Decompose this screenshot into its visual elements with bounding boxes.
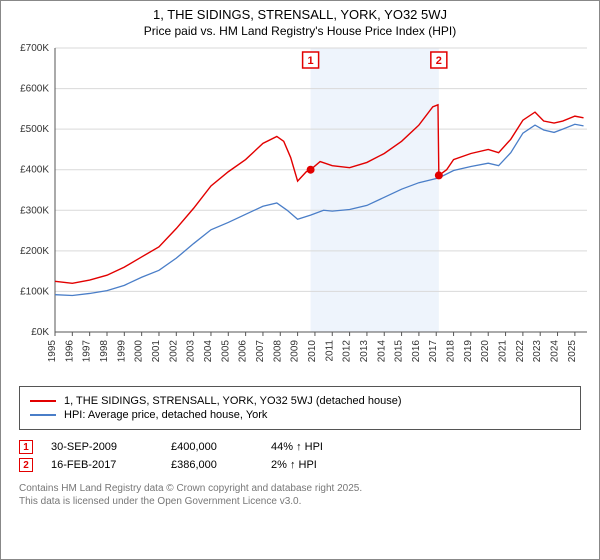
legend-swatch-1	[30, 400, 56, 402]
svg-text:2023: 2023	[532, 340, 543, 363]
transaction-marker: 1	[19, 440, 33, 454]
transaction-date: 30-SEP-2009	[51, 441, 171, 453]
svg-text:2025: 2025	[567, 340, 578, 363]
transaction-price: £386,000	[171, 459, 271, 471]
svg-text:2021: 2021	[498, 340, 509, 363]
svg-text:£0K: £0K	[31, 327, 49, 338]
svg-text:£700K: £700K	[20, 43, 49, 54]
svg-text:2008: 2008	[272, 340, 283, 363]
svg-text:£200K: £200K	[20, 246, 49, 257]
svg-text:2007: 2007	[255, 340, 266, 363]
transaction-row: 1 30-SEP-2009£400,00044% ↑ HPI	[19, 440, 581, 454]
legend-row-2: HPI: Average price, detached house, York	[30, 409, 570, 421]
transaction-table: 1 30-SEP-2009£400,00044% ↑ HPI 2 16-FEB-201…	[19, 436, 581, 476]
footer-line1: Contains HM Land Registry data © Crown c…	[19, 482, 581, 495]
line-chart: £0K £100K £200K £300K £400K £500K £600K £700K 19…	[1, 42, 600, 382]
footer-line2: This data is licensed under the Open Gov…	[19, 495, 581, 508]
svg-text:2013: 2013	[359, 340, 370, 363]
legend-label-2: HPI: Average price, detached house, York	[64, 409, 267, 421]
svg-text:2014: 2014	[376, 340, 387, 363]
svg-text:1: 1	[308, 55, 314, 67]
transaction-date: 16-FEB-2017	[51, 459, 171, 471]
svg-text:2006: 2006	[238, 340, 249, 363]
transaction-row: 2 16-FEB-2017£386,0002% ↑ HPI	[19, 458, 581, 472]
svg-text:2016: 2016	[411, 340, 422, 363]
svg-text:1996: 1996	[64, 340, 75, 363]
transaction-marker: 2	[19, 458, 33, 472]
svg-text:2: 2	[436, 55, 442, 67]
svg-text:1995: 1995	[47, 340, 58, 363]
svg-text:£400K: £400K	[20, 165, 49, 176]
svg-text:2005: 2005	[220, 340, 231, 363]
svg-text:2012: 2012	[342, 340, 353, 363]
chart-area: £0K £100K £200K £300K £400K £500K £600K £700K 19…	[1, 42, 599, 382]
svg-text:2019: 2019	[463, 340, 474, 363]
legend-label-1: 1, THE SIDINGS, STRENSALL, YORK, YO32 5W…	[64, 395, 401, 407]
transaction-pct: 44% ↑ HPI	[271, 441, 361, 453]
svg-text:2022: 2022	[515, 340, 526, 363]
svg-text:£100K: £100K	[20, 286, 49, 297]
svg-text:1997: 1997	[82, 340, 93, 363]
svg-text:2003: 2003	[186, 340, 197, 363]
svg-text:2009: 2009	[290, 340, 301, 363]
svg-text:1999: 1999	[116, 340, 127, 363]
svg-text:2015: 2015	[394, 340, 405, 363]
svg-text:2004: 2004	[203, 340, 214, 363]
svg-text:2002: 2002	[168, 340, 179, 363]
chart-container: 1, THE SIDINGS, STRENSALL, YORK, YO32 5W…	[0, 0, 600, 560]
svg-text:2001: 2001	[151, 340, 162, 363]
footer: Contains HM Land Registry data © Crown c…	[19, 482, 581, 508]
legend: 1, THE SIDINGS, STRENSALL, YORK, YO32 5W…	[19, 386, 581, 430]
svg-text:2020: 2020	[480, 340, 491, 363]
title-line2: Price paid vs. HM Land Registry's House …	[1, 24, 599, 38]
svg-text:2017: 2017	[428, 340, 439, 363]
svg-text:2000: 2000	[134, 340, 145, 363]
svg-text:2018: 2018	[446, 340, 457, 363]
transaction-price: £400,000	[171, 441, 271, 453]
svg-text:1998: 1998	[99, 340, 110, 363]
svg-text:2010: 2010	[307, 340, 318, 363]
svg-text:£500K: £500K	[20, 124, 49, 135]
title-block: 1, THE SIDINGS, STRENSALL, YORK, YO32 5W…	[1, 1, 599, 42]
legend-row-1: 1, THE SIDINGS, STRENSALL, YORK, YO32 5W…	[30, 395, 570, 407]
title-line1: 1, THE SIDINGS, STRENSALL, YORK, YO32 5W…	[1, 7, 599, 22]
svg-text:2011: 2011	[324, 340, 335, 362]
svg-text:£300K: £300K	[20, 205, 49, 216]
svg-text:2024: 2024	[550, 340, 561, 363]
transaction-pct: 2% ↑ HPI	[271, 459, 361, 471]
svg-text:£600K: £600K	[20, 84, 49, 95]
legend-swatch-2	[30, 414, 56, 416]
